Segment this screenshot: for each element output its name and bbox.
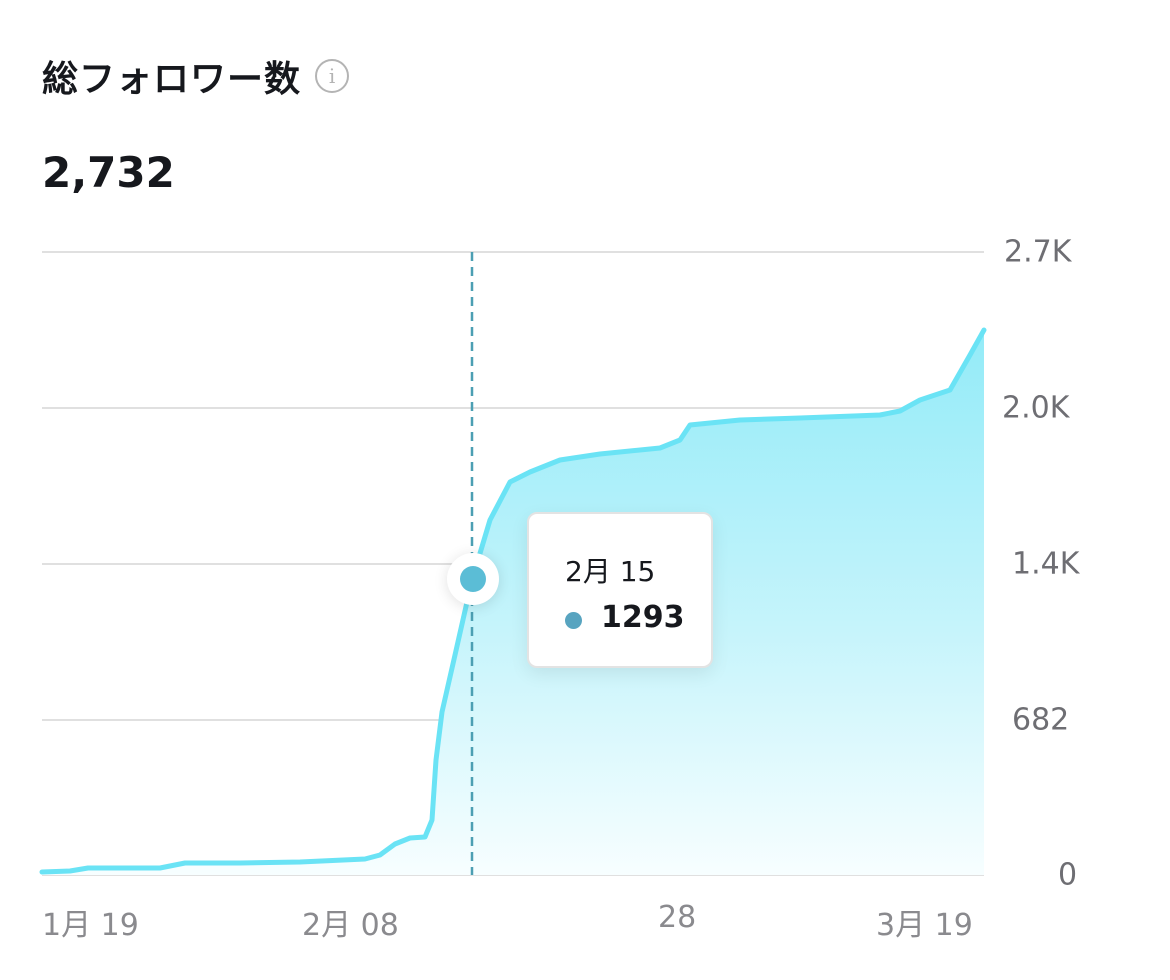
chart-tooltip: 2月 15 1293 [527, 512, 713, 668]
title-row: 総フォロワー数 i [42, 50, 350, 102]
x-tick-label: 28 [658, 900, 697, 935]
tooltip-value: 1293 [601, 600, 685, 635]
total-followers: 2,732 [42, 148, 175, 197]
series-line [39, 327, 987, 875]
area-fill [42, 330, 984, 875]
hover-point-dot [460, 566, 486, 592]
chart-title: 総フォロワー数 [42, 59, 302, 100]
y-tick-label: 2.0K [1002, 390, 1070, 426]
hover-point-marker[interactable] [447, 553, 499, 605]
tooltip-date: 2月 15 [565, 555, 656, 588]
x-tick-label: 1月 19 [42, 908, 139, 943]
tooltip-series-dot [565, 612, 582, 629]
y-tick-label: 0 [1058, 857, 1078, 893]
x-tick-label: 2月 08 [302, 908, 399, 943]
y-tick-label: 2.7K [1004, 234, 1072, 270]
info-icon[interactable]: i [315, 59, 350, 93]
y-tick-label: 1.4K [1012, 546, 1080, 582]
x-tick-label: 3月 19 [876, 908, 973, 943]
y-tick-label: 682 [1012, 702, 1070, 738]
